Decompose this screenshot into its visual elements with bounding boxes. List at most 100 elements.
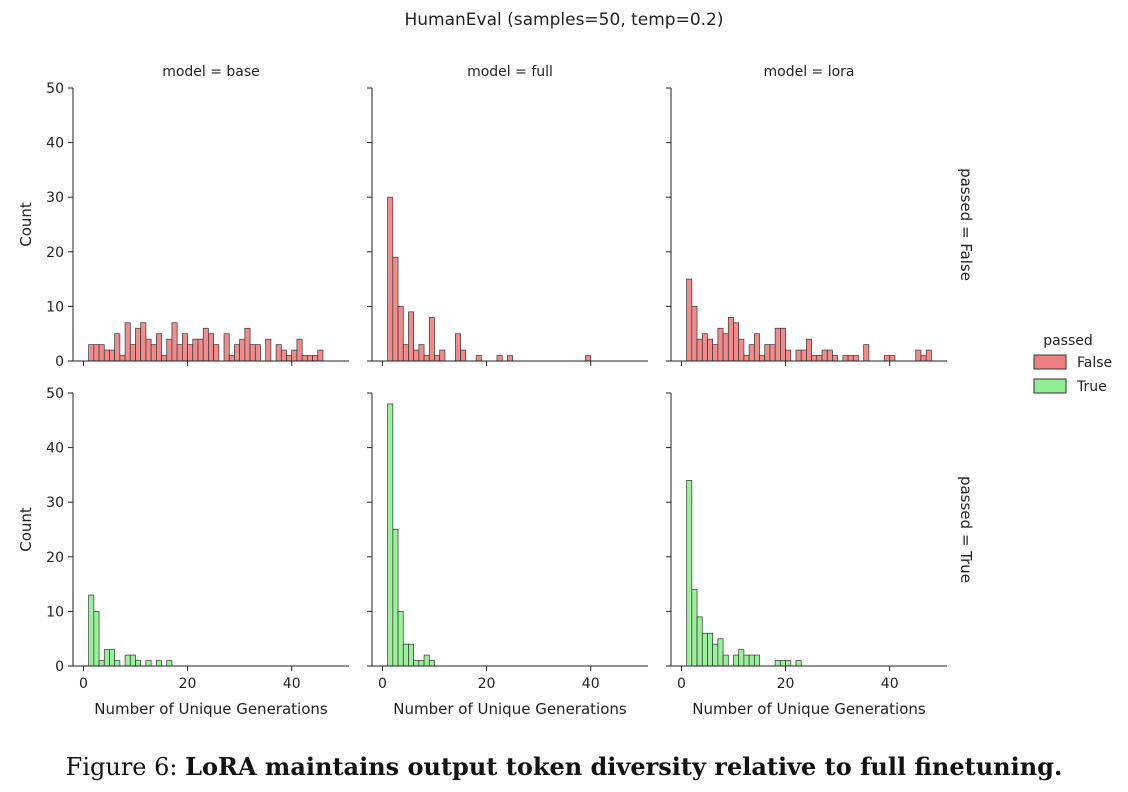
y-tick-label: 50 (46, 81, 64, 97)
x-tick-label: 20 (179, 676, 197, 692)
bar-base-false-bin-8 (124, 322, 131, 362)
bar-lora-false-bin-16 (764, 344, 771, 362)
x-tick-label: 40 (881, 676, 899, 692)
bar-base-false-bin-39 (286, 355, 293, 362)
bar-full-false-bin-18 (475, 355, 482, 362)
bar-lora-false-bin-12 (743, 355, 750, 362)
y-tick-label: 20 (46, 245, 64, 261)
y-tick-label: 30 (46, 190, 64, 206)
panel-lora-passed-false: model = lora passed = False (666, 64, 975, 366)
bar-lora-false-bin-32 (847, 355, 854, 362)
bar-base-false-bin-37 (275, 344, 282, 362)
bar-lora-true-bin-10 (733, 654, 740, 667)
bar-base-false-bin-40 (291, 349, 298, 362)
bar-lora-false-bin-27 (821, 349, 828, 362)
bar-full-false-bin-10 (434, 355, 441, 362)
y-tick-label: 0 (55, 659, 64, 675)
bar-lora-true-bin-2 (691, 589, 698, 667)
bar-lora-false-bin-39 (884, 355, 891, 362)
bar-lora-true-bin-20 (785, 660, 792, 667)
bar-full-false-bin-1 (387, 196, 394, 362)
legend-label-false: False (1077, 355, 1112, 371)
bar-full-false-bin-2 (392, 256, 399, 362)
bar-base-true-bin-14 (155, 660, 162, 667)
bar-base-false-bin-33 (254, 344, 261, 362)
bar-lora-true-bin-22 (795, 660, 802, 667)
bar-full-false-bin-9 (428, 316, 435, 362)
bar-lora-false-bin-28 (826, 349, 833, 362)
bar-base-false-bin-4 (103, 349, 110, 362)
bar-base-false-bin-13 (150, 344, 157, 362)
legend: passed False True (1033, 333, 1112, 395)
bar-lora-false-bin-40 (889, 355, 896, 362)
bar-base-false-bin-17 (171, 322, 178, 362)
bar-base-false-bin-16 (166, 338, 173, 362)
bar-base-false-bin-32 (249, 344, 256, 362)
bar-base-false-bin-29 (234, 344, 240, 362)
bar-base-false-bin-28 (228, 355, 235, 362)
bar-lora-false-bin-22 (795, 349, 802, 362)
bar-base-false-bin-3 (98, 344, 105, 362)
y-tick-label: 10 (46, 299, 64, 315)
col-label-base: model = base (162, 64, 260, 80)
bar-full-true-bin-1 (387, 403, 394, 667)
panels-layer: 0 10 20 30 40 50 model = base Count model = full… (17, 64, 975, 718)
bar-full-false-bin-8 (423, 355, 430, 362)
bar-base-false-bin-12 (145, 338, 152, 362)
bar-lora-true-bin-14 (753, 654, 760, 667)
bar-base-false-bin-9 (129, 344, 136, 362)
legend-label-true: True (1076, 379, 1107, 395)
bar-base-true-bin-10 (135, 660, 142, 667)
bar-full-false-bin-15 (460, 349, 467, 362)
y-tick-label: 0 (55, 354, 64, 370)
bar-full-false-bin-14 (454, 333, 461, 362)
bar-base-true-bin-4 (103, 649, 110, 667)
bar-lora-false-bin-24 (806, 338, 812, 362)
bar-lora-true-bin-4 (701, 632, 708, 667)
bar-lora-false-bin-19 (780, 327, 786, 362)
bar-lora-false-bin-3 (696, 338, 703, 362)
bar-base-false-bin-18 (176, 344, 183, 362)
bar-lora-false-bin-20 (785, 349, 792, 362)
bar-base-false-bin-6 (114, 333, 121, 362)
x-tick-label: 0 (79, 676, 88, 692)
y-tick-label: 30 (46, 495, 64, 511)
bar-base-true-bin-12 (145, 660, 152, 667)
bar-lora-true-bin-18 (774, 660, 781, 667)
bar-full-false-bin-7 (418, 344, 425, 362)
x-tick-label: 0 (677, 676, 686, 692)
bar-full-false-bin-24 (507, 355, 513, 362)
bar-base-false-bin-20 (187, 344, 194, 362)
bar-lora-false-bin-11 (738, 338, 745, 362)
bar-base-false-bin-10 (135, 327, 142, 362)
bar-full-true-bin-4 (402, 643, 409, 667)
bar-full-false-bin-3 (397, 306, 404, 362)
bar-base-false-bin-35 (265, 338, 272, 362)
bar-base-false-bin-23 (202, 327, 209, 362)
y-tick-label: 20 (46, 550, 64, 566)
panel-base-passed-false: 0 10 20 30 40 50 model = base Count (17, 64, 349, 370)
bar-base-false-bin-41 (296, 338, 303, 362)
bar-lora-false-bin-23 (800, 349, 807, 362)
bar-base-false-bin-38 (280, 349, 287, 362)
bar-full-false-bin-39 (585, 355, 592, 362)
bar-lora-false-bin-10 (733, 322, 740, 362)
bar-full-false-bin-4 (402, 344, 409, 362)
bar-base-false-bin-45 (317, 349, 324, 362)
bar-lora-true-bin-1 (686, 480, 693, 667)
bar-base-false-bin-14 (155, 333, 162, 362)
bar-lora-false-bin-47 (925, 349, 932, 362)
bar-base-false-bin-43 (306, 355, 313, 362)
legend-title: passed (1043, 333, 1093, 349)
bar-lora-true-bin-3 (696, 616, 703, 667)
bar-base-true-bin-16 (166, 660, 173, 667)
bar-lora-false-bin-9 (727, 316, 734, 362)
bar-lora-false-bin-29 (832, 355, 838, 362)
bar-lora-true-bin-12 (743, 654, 750, 667)
x-tick-label: 20 (478, 676, 496, 692)
y-tick-label: 10 (46, 604, 64, 620)
bar-lora-false-bin-26 (816, 355, 823, 362)
bar-lora-false-bin-15 (759, 355, 766, 362)
bar-full-false-bin-22 (496, 355, 503, 362)
faceted-histogram-figure: HumanEval (samples=50, temp=0.2) 0 10 20 30… (17, 10, 1112, 718)
